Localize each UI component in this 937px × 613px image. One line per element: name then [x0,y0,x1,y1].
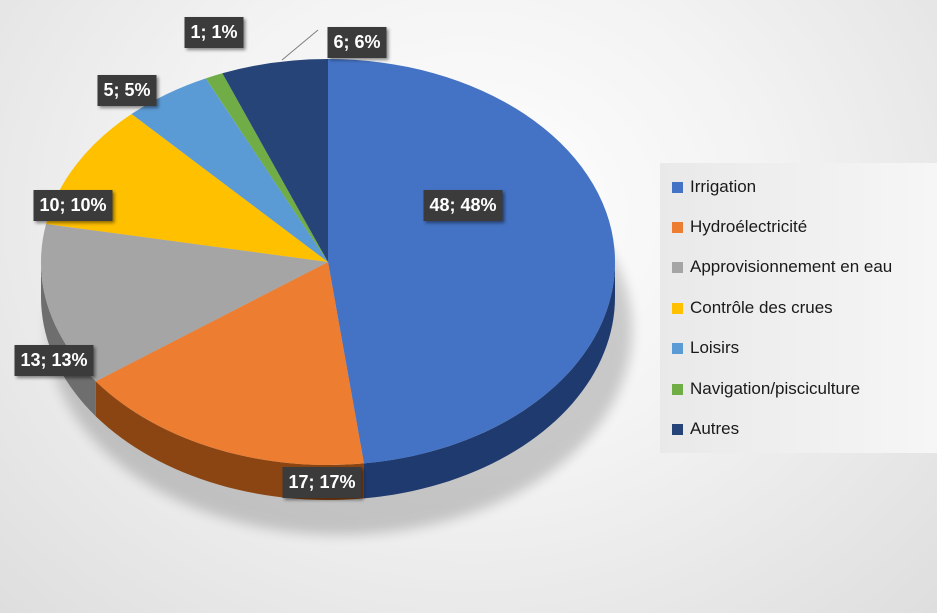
pie-slice-loisirs [131,78,328,262]
data-label-box [282,467,362,498]
legend-swatch-hydroelectricite [672,221,683,233]
data-label-text: 5; 5% [103,80,150,100]
data-label-text: 10; 10% [39,195,106,215]
legend-item-navigation: Navigation/pisciculture [672,377,860,401]
data-label-box [97,75,157,106]
legend-swatch-approvisionnement [672,261,683,273]
legend-item-loisirs: Loisirs [672,336,739,360]
pie-slice-autres [222,59,328,262]
legend-label: Navigation/pisciculture [690,379,861,398]
pie-slice-hydroelectricite [95,262,364,466]
pie-tops [40,59,616,466]
data-label-loisirs: 5; 5% [97,75,157,106]
legend-label: Loisirs [690,338,740,357]
legend-swatch-controle-crues [672,302,683,314]
data-label-box [423,190,503,221]
legend-label: Contrôle des crues [690,298,833,317]
pie-slice-controle-crues [46,114,328,263]
data-label-text: 13; 13% [20,350,87,370]
legend-item-approvisionnement: Approvisionnement en eau [672,255,892,279]
pie-slice-navigation [205,73,328,262]
pie-slice-approvisionnement [40,223,328,382]
leader-line [281,29,319,61]
data-label-text: 48; 48% [429,195,496,215]
data-label-box [33,190,113,221]
legend-item-irrigation: Irrigation [672,175,756,199]
data-label-autres: 6; 6% [327,27,387,58]
data-label-controle-crues: 10; 10% [33,190,113,221]
data-label-navigation: 1; 1% [184,17,244,48]
data-label-text: 1; 1% [190,22,237,42]
data-label-approvisionnement: 13; 13% [14,345,94,376]
data-label-text: 6; 6% [333,32,380,52]
legend-swatch-autres [672,423,683,435]
data-labels: 48; 48% 17; 17% 13; 13% 10; 10% 5; 5% 1; 1% 6;… [14,17,503,498]
pie-side-approvisionnement [41,262,96,417]
legend-item-autres: Autres [672,417,739,441]
data-label-box [14,345,94,376]
legend-label: Hydroélectricité [690,217,808,236]
data-label-text: 17; 17% [288,472,355,492]
legend-label: Approvisionnement en eau [690,257,893,276]
pie-slice-irrigation [328,59,616,464]
data-label-box [327,27,387,58]
pie-side-irrigation [363,262,615,499]
legend-swatch-navigation [672,383,683,395]
legend-swatch-irrigation [672,181,683,193]
legend-item-controle-crues: Contrôle des crues [672,296,833,320]
legend: Irrigation Hydroélectricité Approvisionn… [660,163,937,453]
data-label-irrigation: 48; 48% [423,190,503,221]
legend-label: Autres [690,419,740,438]
data-label-hydroelectricite: 17; 17% [282,467,362,498]
legend-item-hydroelectricite: Hydroélectricité [672,215,807,239]
legend-label: Irrigation [690,177,757,196]
legend-swatch-loisirs [672,342,683,354]
data-label-box [184,17,244,48]
